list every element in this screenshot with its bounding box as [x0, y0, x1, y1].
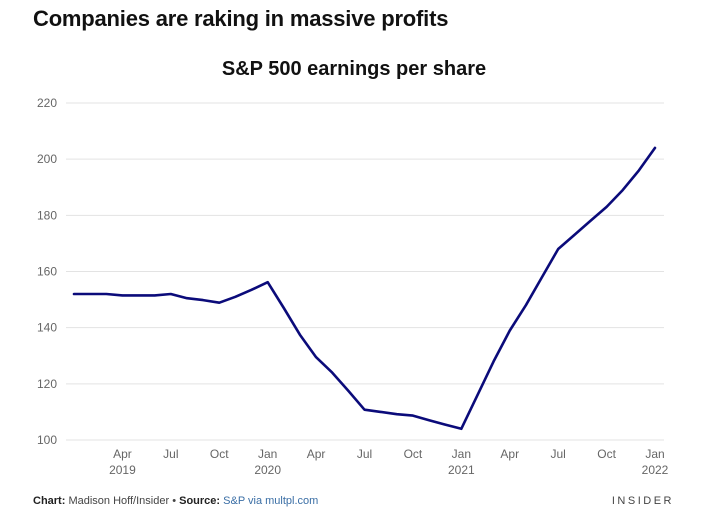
- x-tick-label-9: Apr: [500, 447, 519, 461]
- x-tick-year-2019: 2019: [109, 463, 136, 477]
- y-tick-label-220: 220: [37, 96, 57, 110]
- y-tick-label-140: 140: [37, 321, 57, 335]
- source-label: Source:: [179, 495, 221, 507]
- x-tick-label-3: Oct: [210, 447, 229, 461]
- series-line-1: [72, 146, 657, 431]
- x-tick-year-2022: 2022: [642, 463, 669, 477]
- x-axis-ticks: Apr 2019 Jul Oct Jan 2020 Apr Jul Oct Jan 2021 Apr J…: [109, 447, 669, 477]
- x-tick-label-5: Apr: [307, 447, 326, 461]
- chart-credit: Madison Hoff/Insider: [68, 495, 170, 507]
- x-tick-year-2021: 2021: [448, 463, 475, 477]
- chart-title: S&P 500 earnings per share: [221, 58, 487, 80]
- y-tick-label-180: 180: [37, 208, 57, 222]
- x-tick-label-12: Jan: [645, 447, 664, 461]
- brand-logo: INSIDER: [611, 495, 674, 507]
- chart-credit-label: Chart:: [33, 495, 66, 507]
- headline: Companies are raking in massive profits: [33, 6, 449, 31]
- chart-footer: Chart: Madison Hoff/Insider • Source: S&…: [33, 495, 318, 507]
- y-tick-label-160: 160: [37, 265, 57, 279]
- gridlines: [66, 102, 664, 441]
- x-tick-label-8: Jan: [452, 447, 471, 461]
- footer-separator: •: [172, 495, 177, 507]
- y-tick-label-100: 100: [37, 433, 57, 447]
- y-tick-label-120: 120: [37, 377, 57, 391]
- x-tick-label-1: Apr: [113, 447, 132, 461]
- x-tick-label-10: Jul: [550, 447, 565, 461]
- x-tick-label-7: Oct: [404, 447, 423, 461]
- source-link[interactable]: S&P via multpl.com: [223, 495, 319, 507]
- series-group: [72, 146, 657, 431]
- x-tick-label-11: Oct: [597, 447, 616, 461]
- y-tick-label-200: 200: [37, 152, 57, 166]
- x-tick-label-4: Jan: [258, 447, 277, 461]
- x-tick-label-2: Jul: [163, 447, 178, 461]
- x-tick-year-2020: 2020: [254, 463, 281, 477]
- x-tick-label-6: Jul: [357, 447, 372, 461]
- y-axis-ticks: 100 120 140 160 180 200 220: [37, 96, 57, 447]
